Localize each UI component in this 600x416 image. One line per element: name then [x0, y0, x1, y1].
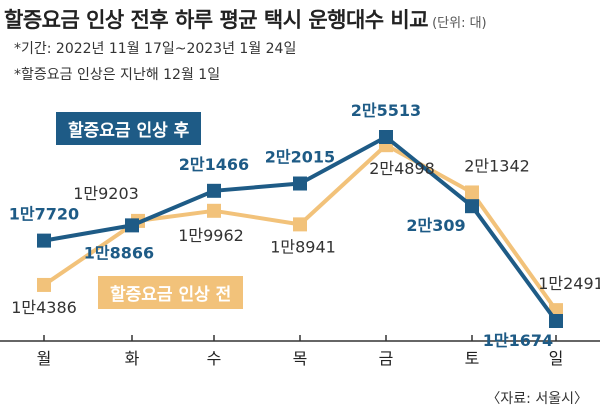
before-data-label: 1만9203 [73, 184, 139, 203]
after-point [549, 314, 563, 328]
increase-date-note: *할증요금 인상은 지난해 12월 1일 [14, 67, 221, 83]
x-tick-label: 화 [125, 349, 140, 368]
after-point [379, 130, 393, 144]
before-point [293, 217, 307, 232]
source-label: 〈자료: 서울시〉 [486, 391, 588, 407]
after-data-label: 2만1466 [179, 155, 249, 174]
period-note: *기간: 2022년 11월 17일~2023년 1월 24일 [14, 41, 297, 57]
x-tick-label: 금 [379, 349, 394, 368]
legend-after: 할증요금 인상 후 [56, 112, 202, 145]
title-text: 할증요금 인상 전후 하루 평균 택시 운행대수 비교 [4, 8, 429, 32]
x-tick-label: 목 [293, 349, 308, 368]
x-tick-label: 토 [465, 349, 480, 368]
after-point [125, 218, 139, 233]
after-data-label: 2만5513 [351, 101, 421, 120]
after-data-label: 2만309 [406, 216, 465, 235]
after-data-label: 1만8866 [84, 243, 154, 262]
before-data-label: 2만1342 [464, 156, 530, 175]
after-data-label: 1만1674 [483, 331, 553, 350]
before-data-label: 1만2491 [538, 274, 600, 293]
after-data-label: 2만2015 [265, 148, 335, 167]
x-tick-label: 월 [37, 349, 52, 368]
x-tick-label: 일 [549, 349, 564, 368]
x-tick-label: 수 [207, 349, 222, 368]
chart-title: 할증요금 인상 전후 하루 평균 택시 운행대수 비교 (단위: 대) [4, 4, 487, 34]
after-point [37, 233, 51, 248]
before-point [465, 185, 479, 200]
before-data-label: 1만8941 [270, 237, 336, 256]
before-data-label: 2만4898 [369, 159, 435, 178]
before-point [37, 277, 51, 292]
unit-label: (단위: 대) [432, 16, 487, 31]
before-point [207, 203, 221, 218]
after-point [465, 199, 479, 214]
legend-before: 할증요금 인상 전 [98, 276, 244, 309]
after-data-label: 1만7720 [9, 205, 79, 224]
after-point [207, 183, 221, 198]
before-data-label: 1만9962 [178, 226, 244, 245]
after-point [293, 176, 307, 191]
before-data-label: 1만4386 [11, 298, 77, 317]
